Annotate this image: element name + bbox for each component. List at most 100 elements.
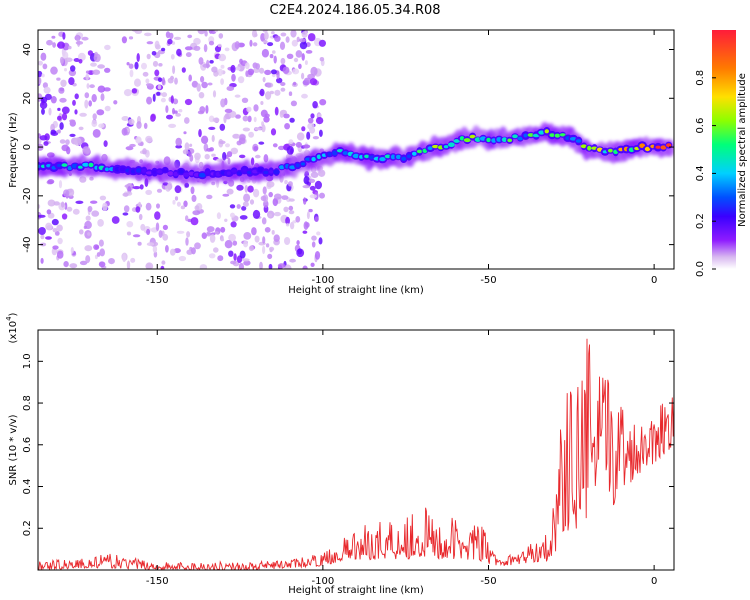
noise-blob — [82, 146, 91, 155]
noise-blob — [269, 54, 274, 59]
noise-blob — [131, 88, 138, 94]
noise-blob — [154, 69, 160, 77]
noise-blob — [301, 53, 305, 61]
noise-blob — [134, 78, 141, 87]
noise-blob — [161, 92, 168, 98]
snr-frame — [37, 329, 675, 571]
noise-blob — [167, 38, 173, 45]
y-tick-label: -40 — [22, 236, 33, 252]
noise-blob — [170, 248, 176, 256]
noise-blob — [161, 260, 166, 265]
noise-blob — [269, 90, 274, 95]
noise-blob — [137, 241, 142, 246]
noise-blob — [289, 221, 295, 230]
noise-blob — [129, 69, 134, 78]
noise-blob — [69, 133, 76, 137]
noise-blob — [233, 253, 237, 261]
noise-blob — [183, 200, 188, 208]
noise-blob — [244, 185, 248, 193]
noise-blob — [61, 213, 68, 220]
ridge-blob — [443, 145, 449, 149]
noise-blob — [291, 39, 298, 47]
noise-blob — [301, 72, 305, 80]
noise-blob — [274, 35, 281, 42]
noise-blob — [263, 31, 269, 40]
noise-blob — [318, 39, 326, 47]
ridge-blob — [77, 165, 83, 169]
noise-blob — [85, 215, 91, 221]
noise-blob — [247, 185, 254, 193]
noise-blob — [252, 209, 261, 219]
noise-blob — [90, 62, 97, 67]
noise-blob — [54, 231, 60, 236]
noise-blob — [259, 67, 265, 74]
ridge-blob — [390, 154, 396, 160]
noise-blob — [318, 237, 323, 245]
noise-blob — [238, 262, 244, 269]
noise-blob — [122, 192, 129, 197]
noise-blob — [84, 92, 90, 99]
noise-blob — [56, 224, 63, 232]
noise-blob — [75, 34, 80, 41]
noise-blob — [212, 90, 217, 98]
noise-blob — [104, 67, 111, 73]
noise-blob — [204, 30, 208, 37]
ridge-blob — [412, 151, 417, 156]
noise-blob — [206, 231, 211, 235]
noise-blob — [261, 124, 266, 133]
noise-blob — [99, 248, 105, 257]
noise-blob — [143, 122, 148, 129]
noise-blob — [268, 263, 273, 269]
ridge-blob — [135, 168, 142, 173]
noise-blob — [66, 206, 73, 212]
noise-blob — [261, 48, 269, 58]
noise-blob — [47, 179, 55, 185]
noise-blob — [308, 208, 313, 213]
noise-blob — [172, 98, 179, 105]
noise-blob — [172, 199, 176, 205]
noise-blob — [274, 193, 282, 200]
noise-blob — [128, 36, 134, 40]
y-tick-label: 0 — [22, 144, 33, 150]
noise-blob — [224, 240, 233, 249]
noise-blob — [193, 45, 201, 51]
ridge-blob — [523, 133, 528, 138]
noise-blob — [175, 144, 183, 149]
noise-blob — [310, 171, 319, 178]
noise-blob — [155, 44, 161, 50]
noise-blob — [152, 93, 156, 102]
noise-blob — [265, 243, 270, 248]
noise-blob — [70, 247, 74, 254]
colorbar-tick-label: 0.8 — [695, 70, 706, 86]
snr-xlabel: Height of straight line (km) — [288, 585, 424, 596]
ridge-blob — [538, 130, 545, 135]
noise-blob — [122, 253, 127, 263]
noise-blob — [242, 201, 249, 207]
noise-blob — [146, 242, 155, 247]
ridge-blob — [289, 165, 296, 170]
noise-blob — [99, 195, 107, 201]
noise-blob — [83, 225, 88, 229]
noise-blob — [301, 31, 308, 38]
x-tick-label: -150 — [146, 275, 169, 286]
noise-blob — [241, 206, 247, 211]
noise-blob — [52, 42, 56, 48]
noise-blob — [168, 32, 174, 40]
noise-blob — [126, 62, 130, 66]
noise-blob — [214, 30, 218, 33]
noise-blob — [59, 87, 64, 92]
spectrogram-axes: -150 -100 -50 0 -40 -20 0 20 40 — [22, 30, 674, 286]
colorbar-gradient — [712, 30, 736, 269]
noise-blob — [151, 51, 157, 56]
x-tick-label: -50 — [480, 576, 496, 587]
noise-blob — [172, 65, 176, 74]
noise-blob — [262, 76, 266, 83]
ridge-blob — [453, 139, 460, 143]
noise-blob — [68, 188, 75, 197]
noise-blob — [194, 242, 201, 250]
noise-blob — [298, 38, 306, 43]
noise-blob — [266, 82, 272, 88]
noise-blob — [296, 132, 305, 141]
noise-blob — [146, 96, 153, 105]
noise-blob — [42, 63, 48, 70]
